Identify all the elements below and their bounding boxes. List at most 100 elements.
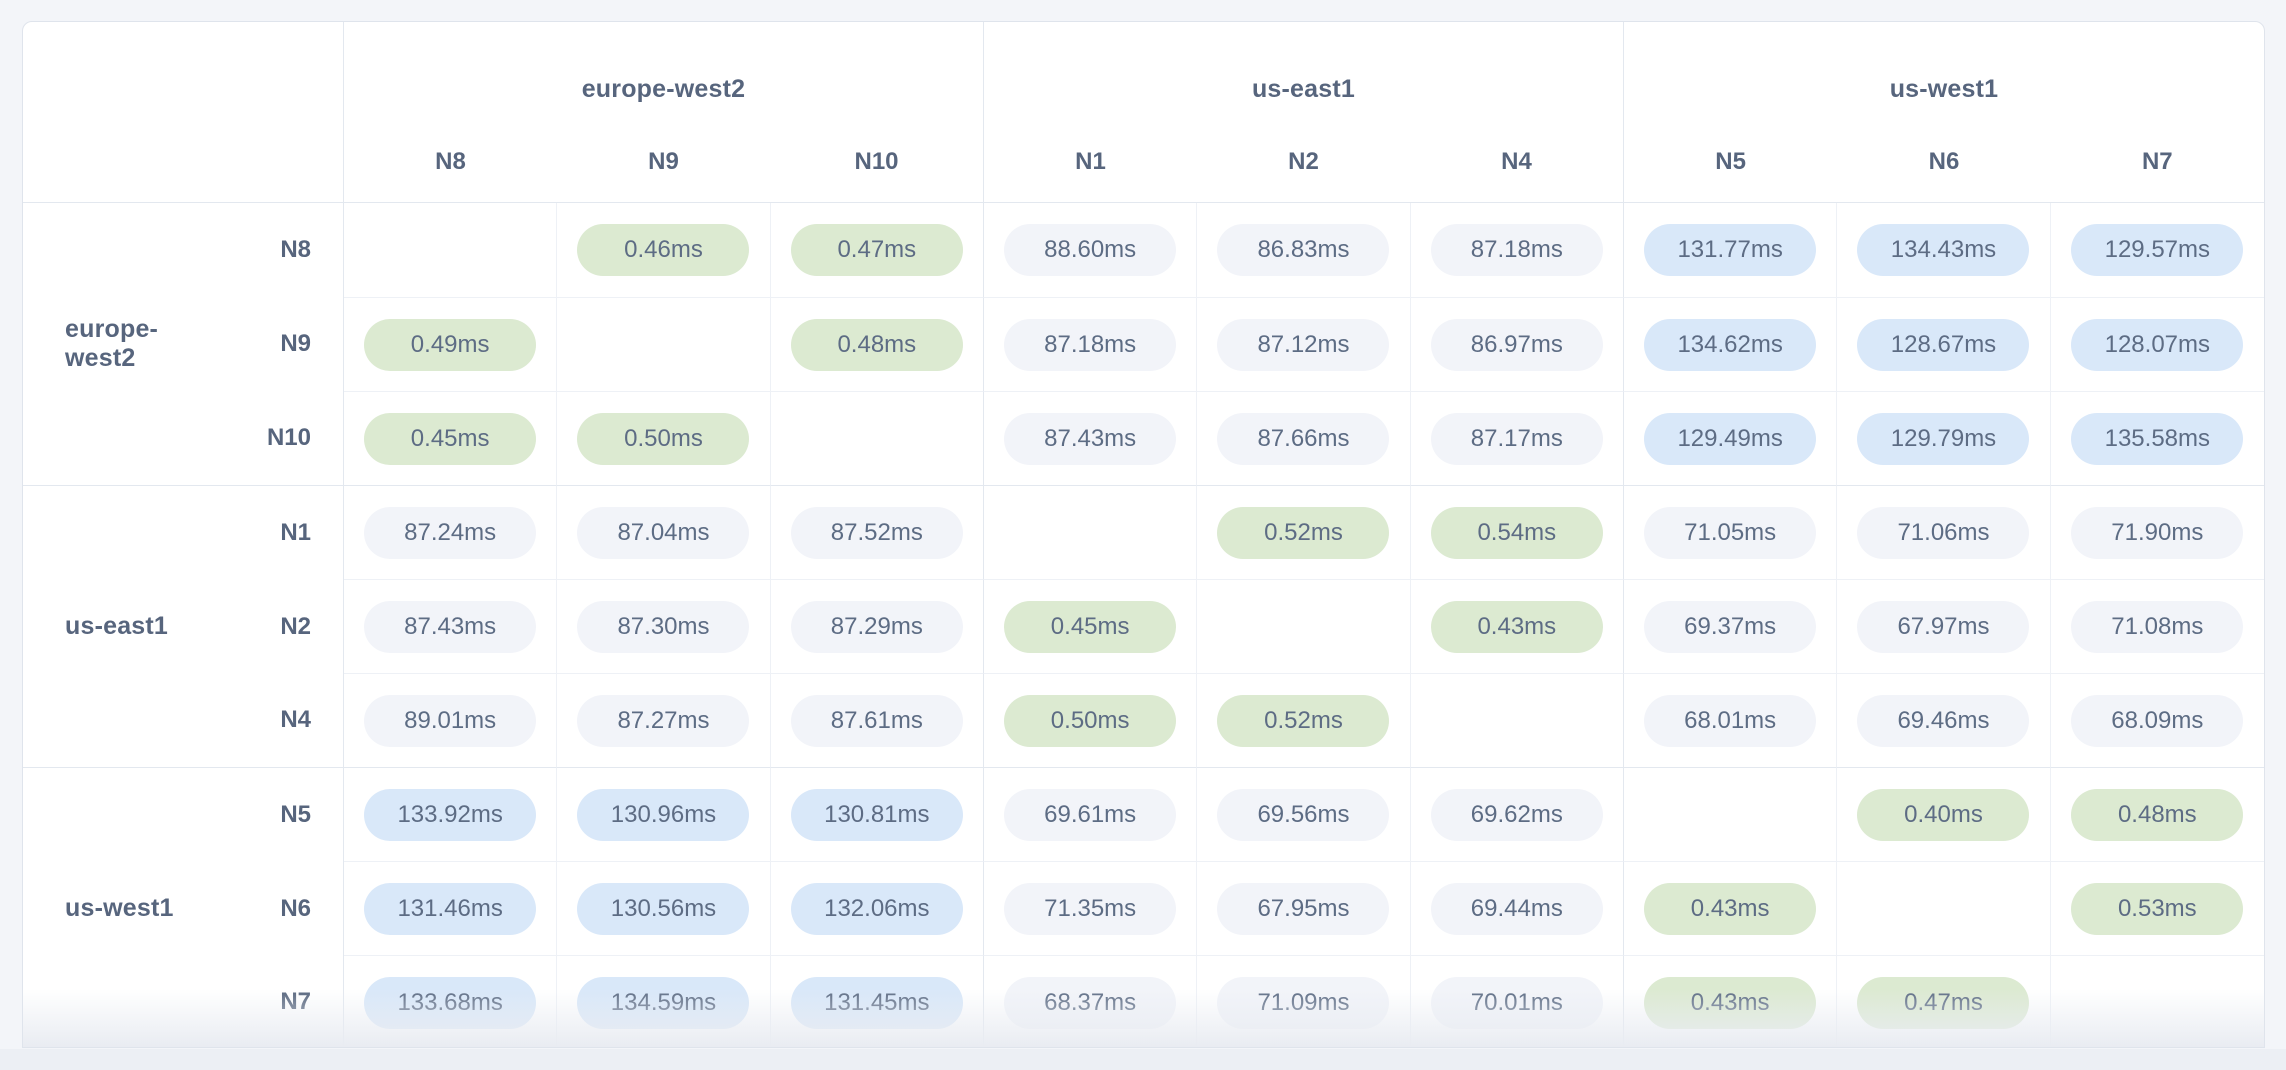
latency-badge: 87.24ms — [364, 506, 537, 559]
column-node-header-N6: N6 — [1928, 148, 1960, 175]
latency-cell-N5-N9: 130.96ms — [557, 767, 771, 861]
latency-cell-N1-N6: 71.06ms — [1837, 485, 2051, 579]
latency-cell-N2-N7: 71.08ms — [2050, 579, 2264, 673]
latency-badge: 0.46ms — [577, 224, 750, 276]
latency-cell-N10-N8: 0.45ms — [344, 391, 558, 485]
latency-cell-N6-N2: 67.95ms — [1197, 861, 1411, 955]
latency-badge: 69.56ms — [1217, 788, 1390, 841]
column-node-header-N10: N10 — [854, 148, 899, 175]
latency-cell-N8-N5: 131.77ms — [1624, 203, 1838, 297]
latency-cell-N8-N6: 134.43ms — [1837, 203, 2051, 297]
latency-cell-N1-N2: 0.52ms — [1197, 485, 1411, 579]
latency-badge: 87.04ms — [577, 506, 750, 559]
latency-cell-N1-N7: 71.90ms — [2050, 485, 2264, 579]
column-node-header-N4: N4 — [1501, 148, 1532, 175]
latency-badge: 0.53ms — [2071, 882, 2244, 935]
latency-cell-N9-N8: 0.49ms — [344, 297, 558, 391]
row-region-header-us-west1: us-west1 N5 N6 N7 — [23, 767, 344, 1047]
latency-badge: 88.60ms — [1004, 224, 1177, 276]
latency-badge: 71.35ms — [1004, 882, 1177, 935]
latency-badge: 134.43ms — [1857, 224, 2030, 276]
column-region-label: europe-west2 — [581, 75, 746, 103]
latency-cell-N9-N1: 87.18ms — [983, 297, 1198, 391]
latency-cell-N2-N1: 0.45ms — [983, 579, 1198, 673]
latency-cell-N10-N10 — [770, 391, 984, 485]
latency-cell-N6-N8: 131.46ms — [344, 861, 558, 955]
latency-cell-N2-N5: 69.37ms — [1623, 579, 1838, 673]
latency-badge: 133.68ms — [364, 976, 537, 1029]
latency-badge: 0.54ms — [1430, 506, 1603, 559]
column-node-header-N5: N5 — [1715, 148, 1746, 175]
latency-badge: 130.56ms — [577, 882, 750, 935]
row-node-label-N4: N4 — [280, 706, 311, 734]
column-node-header-N9: N9 — [648, 148, 679, 175]
latency-badge: 69.62ms — [1430, 788, 1603, 841]
latency-cell-N9-N5: 134.62ms — [1623, 297, 1838, 391]
row-region-header-europe-west2: europe-west2 N8 N9 N10 — [23, 203, 344, 485]
latency-cell-N6-N5: 0.43ms — [1623, 861, 1838, 955]
latency-cell-N5-N2: 69.56ms — [1197, 767, 1411, 861]
latency-cell-N7-N2: 71.09ms — [1197, 955, 1411, 1047]
latency-cell-N8-N2: 86.83ms — [1197, 203, 1411, 297]
latency-cell-N1-N8: 87.24ms — [344, 485, 558, 579]
latency-badge: 0.43ms — [1644, 976, 1817, 1029]
latency-badge: 130.96ms — [577, 788, 750, 841]
row-region-label: us-east1 — [65, 612, 169, 640]
row-node-label-column: N5 N6 N7 — [213, 768, 343, 1047]
latency-cell-N6-N4: 69.44ms — [1410, 861, 1624, 955]
latency-badge: 133.92ms — [364, 788, 537, 841]
latency-cell-N7-N6: 0.47ms — [1837, 955, 2051, 1047]
latency-badge: 71.05ms — [1644, 506, 1817, 559]
latency-badge: 0.50ms — [1004, 694, 1177, 747]
latency-cell-N10-N1: 87.43ms — [983, 391, 1198, 485]
latency-badge: 134.62ms — [1644, 318, 1817, 371]
column-node-header-N2: N2 — [1288, 148, 1319, 175]
latency-cell-N2-N9: 87.30ms — [557, 579, 771, 673]
latency-cell-N8-N1: 88.60ms — [984, 203, 1198, 297]
latency-badge: 0.40ms — [1857, 788, 2030, 841]
latency-cell-N8-N7: 129.57ms — [2051, 203, 2264, 297]
latency-cell-N9-N9 — [557, 297, 771, 391]
latency-matrix-grid: europe-west2 N8 N9 N10 us-east1 N1 N2 N4 us-west… — [23, 22, 2264, 1047]
latency-cell-N4-N1: 0.50ms — [983, 673, 1198, 767]
latency-cell-N4-N9: 87.27ms — [557, 673, 771, 767]
row-region-label: europe-west2 — [65, 315, 159, 372]
latency-badge: 131.45ms — [790, 976, 963, 1029]
latency-cell-N5-N10: 130.81ms — [770, 767, 984, 861]
latency-cell-N10-N6: 129.79ms — [1837, 391, 2051, 485]
latency-badge: 71.08ms — [2071, 600, 2244, 653]
latency-badge: 68.37ms — [1004, 976, 1177, 1029]
row-node-label-N8: N8 — [280, 236, 311, 263]
column-node-header-N1: N1 — [1075, 148, 1106, 175]
latency-cell-N7-N1: 68.37ms — [983, 955, 1198, 1047]
row-node-label-N5: N5 — [280, 800, 311, 828]
latency-badge: 86.97ms — [1430, 318, 1603, 371]
column-node-header-N7: N7 — [2141, 148, 2173, 175]
latency-badge: 87.27ms — [577, 694, 750, 747]
latency-badge: 69.37ms — [1644, 600, 1817, 653]
latency-badge: 87.18ms — [1430, 224, 1603, 276]
latency-badge: 128.07ms — [2071, 318, 2244, 371]
row-region-header-us-east1: us-east1 N1 N2 N4 — [23, 485, 344, 767]
latency-cell-N2-N4: 0.43ms — [1410, 579, 1624, 673]
latency-cell-N9-N4: 86.97ms — [1410, 297, 1624, 391]
latency-badge: 69.46ms — [1857, 694, 2030, 747]
latency-badge: 87.17ms — [1430, 412, 1603, 465]
latency-badge: 0.50ms — [577, 412, 750, 465]
latency-cell-N1-N9: 87.04ms — [557, 485, 771, 579]
latency-cell-N4-N10: 87.61ms — [770, 673, 984, 767]
latency-cell-N8-N9: 0.46ms — [557, 203, 771, 297]
latency-badge: 129.49ms — [1644, 412, 1817, 465]
latency-cell-N9-N7: 128.07ms — [2050, 297, 2264, 391]
latency-badge: 128.67ms — [1857, 318, 2030, 371]
latency-badge: 87.52ms — [790, 506, 963, 559]
latency-badge: 0.49ms — [364, 318, 537, 371]
latency-badge: 0.43ms — [1644, 882, 1817, 935]
latency-badge: 87.18ms — [1004, 318, 1177, 371]
latency-badge: 87.12ms — [1217, 318, 1390, 371]
row-node-label-N10: N10 — [266, 424, 311, 451]
latency-cell-N6-N7: 0.53ms — [2050, 861, 2264, 955]
latency-cell-N7-N9: 134.59ms — [557, 955, 771, 1047]
latency-badge: 89.01ms — [364, 694, 537, 747]
row-node-label-column: N1 N2 N4 — [213, 486, 343, 767]
